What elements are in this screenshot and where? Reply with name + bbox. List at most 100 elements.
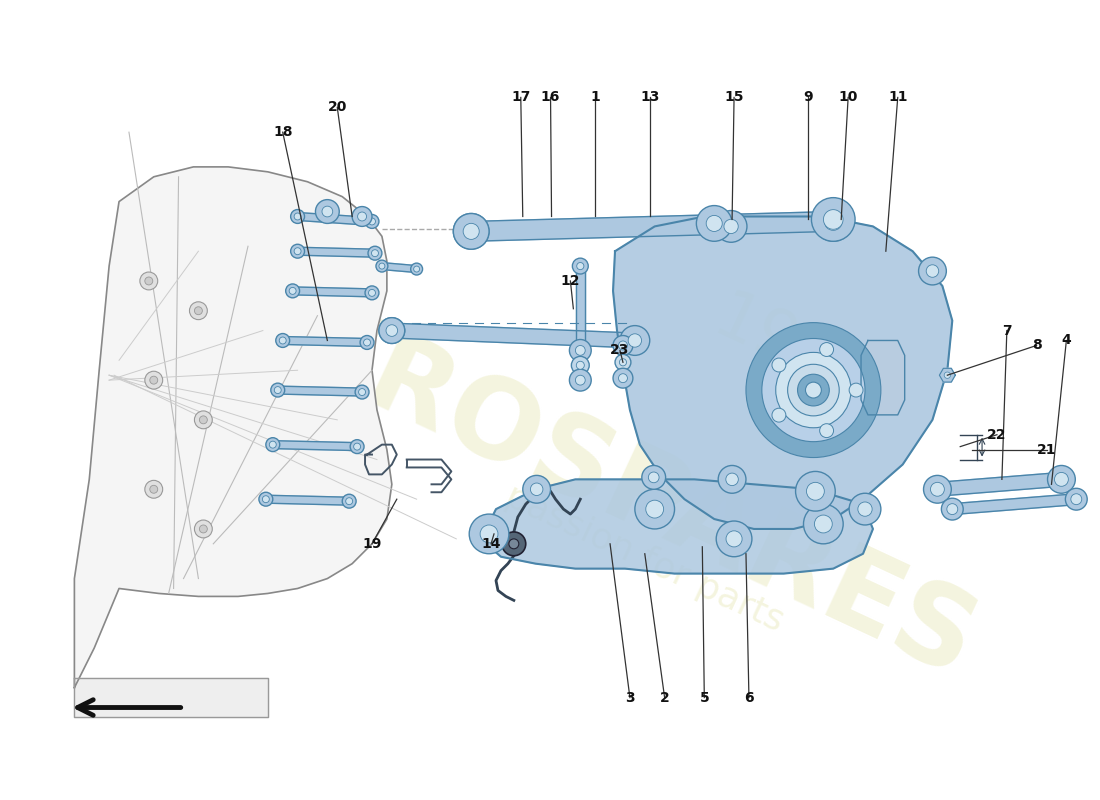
Text: 1: 1 [591,90,601,105]
Circle shape [378,263,385,269]
Circle shape [814,515,833,533]
Circle shape [726,531,742,547]
Text: 15: 15 [724,90,744,105]
Circle shape [824,210,843,230]
Polygon shape [293,287,372,297]
Text: 3: 3 [625,690,635,705]
Circle shape [1066,488,1087,510]
Text: 10: 10 [838,90,858,105]
Circle shape [368,218,375,225]
Circle shape [726,473,738,486]
Circle shape [620,326,650,355]
Circle shape [342,494,356,508]
Circle shape [579,348,583,353]
Polygon shape [273,441,358,450]
Circle shape [145,371,163,389]
Circle shape [772,408,785,422]
Circle shape [414,266,419,272]
Circle shape [352,206,372,226]
Circle shape [762,338,865,442]
Circle shape [621,327,648,354]
Circle shape [322,206,332,217]
Circle shape [480,525,498,543]
Circle shape [924,475,952,503]
Circle shape [648,472,659,482]
Text: 8: 8 [1032,338,1042,353]
Text: 16: 16 [541,90,560,105]
Polygon shape [283,337,367,346]
Circle shape [579,264,583,268]
Text: 14: 14 [482,537,500,551]
Circle shape [813,202,854,242]
Text: EUROSPARES: EUROSPARES [199,257,992,702]
Circle shape [926,265,938,278]
Circle shape [718,466,746,494]
Circle shape [788,364,839,416]
Circle shape [570,370,591,391]
Polygon shape [861,341,904,415]
Circle shape [364,339,371,346]
Circle shape [849,494,881,525]
Circle shape [199,525,207,533]
Circle shape [353,443,361,450]
Circle shape [947,504,958,514]
Polygon shape [75,167,392,688]
Polygon shape [266,495,350,505]
Circle shape [376,260,388,272]
Polygon shape [382,262,417,273]
Polygon shape [471,211,834,242]
Circle shape [628,334,641,347]
Circle shape [931,482,945,496]
Text: 22: 22 [987,428,1007,442]
Text: 13: 13 [640,90,659,105]
Polygon shape [937,473,1062,496]
Circle shape [1055,473,1068,486]
Text: 12: 12 [561,274,580,288]
Circle shape [145,277,153,285]
Text: 19: 19 [362,537,382,551]
Polygon shape [952,494,1077,514]
Circle shape [715,210,747,242]
Circle shape [350,440,364,454]
Circle shape [746,322,881,458]
Circle shape [453,214,490,250]
Circle shape [613,335,632,355]
Text: passion for parts: passion for parts [500,479,790,638]
Circle shape [470,514,509,554]
Circle shape [696,206,733,242]
Circle shape [795,471,835,511]
Circle shape [502,532,526,556]
Circle shape [706,215,723,231]
Text: 11: 11 [888,90,907,105]
Circle shape [849,383,864,397]
Circle shape [290,210,305,223]
Circle shape [942,498,964,520]
Circle shape [576,362,584,370]
Circle shape [385,324,398,337]
Circle shape [463,223,480,239]
Circle shape [646,500,663,518]
Circle shape [570,339,591,362]
Circle shape [805,382,822,398]
Text: 6: 6 [744,690,754,705]
Circle shape [798,374,829,406]
Circle shape [368,246,382,260]
Text: 2: 2 [660,690,670,705]
Circle shape [150,486,157,494]
Polygon shape [392,323,635,348]
Circle shape [576,262,584,270]
Circle shape [803,504,844,544]
Circle shape [724,219,738,234]
Circle shape [266,438,279,451]
Circle shape [365,214,378,228]
Circle shape [772,358,785,372]
Circle shape [410,263,422,275]
Circle shape [271,383,285,397]
Circle shape [360,335,374,350]
Circle shape [276,334,289,347]
Circle shape [571,356,590,374]
Circle shape [453,214,490,250]
Circle shape [918,257,946,285]
Circle shape [145,480,163,498]
Circle shape [575,375,585,385]
